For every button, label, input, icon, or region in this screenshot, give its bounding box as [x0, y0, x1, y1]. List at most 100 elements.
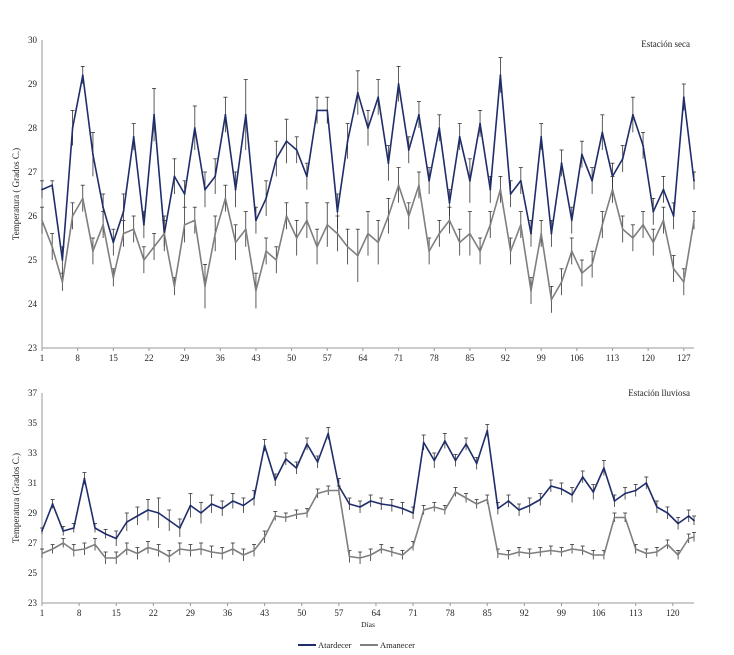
data-point — [652, 241, 655, 244]
data-point — [539, 498, 542, 501]
data-point — [72, 549, 75, 552]
data-point — [693, 179, 695, 182]
data-point — [489, 188, 492, 191]
data-point — [613, 516, 616, 519]
data-point — [122, 232, 125, 235]
x-tick-label: 8 — [75, 353, 80, 363]
data-point — [193, 127, 196, 129]
x-tick-label: 57 — [334, 608, 344, 618]
data-point — [147, 509, 149, 511]
data-point — [142, 223, 145, 226]
data-point — [387, 162, 390, 165]
data-point — [263, 444, 266, 447]
data-point — [672, 267, 675, 270]
data-point — [295, 149, 298, 151]
data-point — [475, 462, 478, 465]
data-point — [346, 245, 349, 248]
y-tick-label: 25 — [28, 255, 38, 265]
data-point — [178, 548, 181, 550]
data-point — [645, 552, 648, 555]
data-point — [465, 497, 467, 499]
x-tick-label: 106 — [570, 353, 584, 363]
data-point — [122, 210, 125, 213]
y-tick-label: 25 — [28, 568, 38, 578]
data-point — [666, 512, 669, 514]
data-point — [178, 527, 181, 529]
data-point — [571, 548, 573, 550]
data-point — [210, 503, 213, 505]
data-point — [234, 241, 237, 244]
data-point — [51, 503, 54, 505]
x-tick-label: 36 — [223, 608, 233, 618]
data-point — [306, 443, 308, 445]
data-point — [377, 241, 380, 244]
data-point — [231, 500, 234, 502]
data-point — [81, 197, 84, 200]
data-point — [356, 254, 359, 257]
data-point — [571, 494, 573, 496]
data-point — [465, 443, 467, 445]
data-point — [183, 193, 186, 195]
data-point — [499, 74, 502, 77]
x-tick-label: 99 — [557, 608, 567, 618]
x-tick-label: 36 — [216, 353, 226, 363]
data-point — [92, 153, 94, 156]
data-point — [115, 557, 118, 559]
data-point — [221, 507, 224, 510]
annotation-dry-season: Estación seca — [641, 39, 690, 49]
data-point — [549, 485, 552, 487]
data-point — [631, 237, 634, 239]
data-point — [496, 507, 499, 510]
data-point — [677, 522, 679, 525]
data-point — [412, 512, 414, 514]
data-point — [652, 210, 655, 213]
data-point — [443, 440, 446, 442]
data-point — [428, 250, 431, 253]
data-point — [153, 113, 155, 116]
data-point — [433, 459, 436, 462]
data-point — [51, 184, 54, 187]
y-axis-label: Temperatura ( Grados C.) — [11, 148, 21, 240]
chart-rainy-season: Estación lluviosa Temperatura (Grados C.… — [11, 388, 696, 629]
annotation-rainy-season: Estación lluviosa — [628, 388, 690, 398]
data-point — [496, 552, 499, 555]
data-point — [224, 113, 227, 116]
data-point — [224, 197, 227, 200]
data-point — [367, 232, 369, 235]
data-point — [387, 215, 390, 217]
data-point — [242, 554, 245, 556]
y-tick-label: 23 — [28, 598, 38, 608]
y-tick-label: 24 — [28, 299, 38, 309]
data-point — [189, 549, 192, 552]
x-tick-label: 1 — [40, 353, 45, 363]
data-point — [62, 530, 65, 532]
data-point — [359, 506, 361, 508]
data-point — [189, 504, 192, 507]
data-point — [346, 140, 349, 143]
data-point — [448, 219, 451, 222]
data-point — [83, 477, 86, 480]
data-point — [147, 546, 149, 549]
data-point — [634, 489, 637, 492]
data-point — [71, 215, 74, 217]
data-point — [200, 512, 202, 514]
data-point — [265, 250, 268, 253]
data-point — [433, 506, 436, 508]
data-point — [642, 223, 644, 226]
data-point — [142, 259, 145, 261]
data-point — [244, 228, 247, 231]
data-point — [570, 250, 573, 253]
data-point — [367, 127, 369, 129]
y-tick-label: 28 — [28, 123, 38, 133]
data-point — [443, 509, 446, 511]
y-tick-label: 27 — [28, 167, 38, 177]
data-point — [94, 543, 96, 546]
data-point — [41, 219, 43, 222]
x-tick-label: 85 — [465, 353, 475, 363]
data-point — [454, 491, 457, 493]
data-point — [125, 548, 128, 550]
data-point — [305, 175, 308, 178]
data-point — [560, 551, 563, 553]
data-point — [475, 503, 478, 505]
data-point — [306, 512, 308, 514]
